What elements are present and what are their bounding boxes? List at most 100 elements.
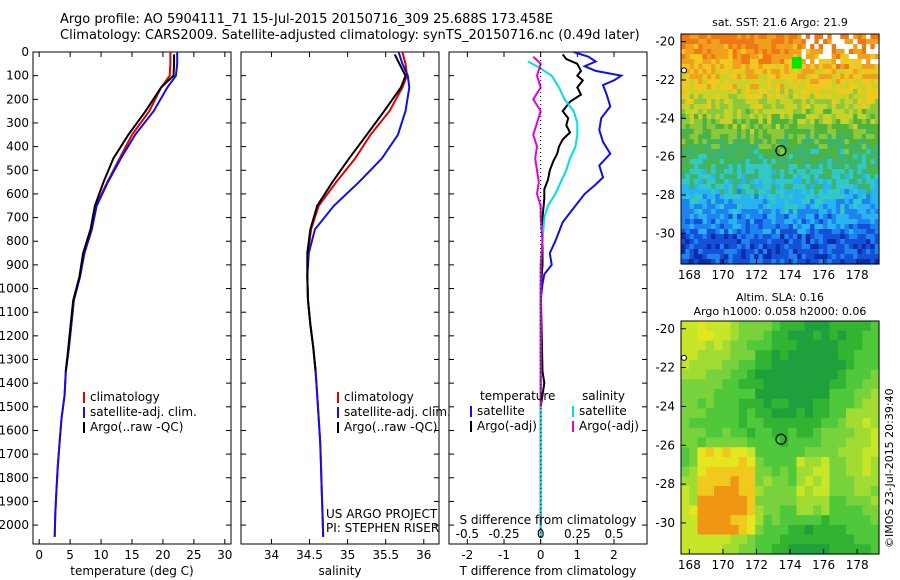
temperature-legend-label: climatology: [90, 390, 160, 404]
temperature-xtick-label: 30: [217, 548, 232, 562]
depth-tick-label: 800: [6, 234, 29, 248]
sla-map-edge-marker: [681, 354, 687, 361]
depth-tick-label: 600: [6, 187, 29, 201]
depth-tick-label: 1000: [0, 282, 29, 296]
salinity-xtick-label: 34.5: [296, 548, 323, 562]
difference-temp-legend-label: satellite: [477, 404, 525, 418]
pi-credit: PI: STEPHEN RISER: [326, 521, 440, 535]
salinity-xtick-label: 35.5: [372, 548, 399, 562]
depth-tick-label: 1600: [0, 423, 29, 437]
salinity-series-argo: [306, 53, 407, 372]
depth-tick-label: 1100: [0, 305, 29, 319]
temperature-xtick-label: 25: [186, 548, 201, 562]
temperature-xtick-label: 0: [35, 548, 43, 562]
salinity-xlabel: salinity: [318, 564, 361, 578]
sla-map-xtick-label: 178: [846, 558, 869, 572]
temperature-xtick-label: 10: [93, 548, 108, 562]
difference-series-sat_salinity: [527, 60, 579, 537]
depth-tick-label: 900: [6, 258, 29, 272]
sst-green-patch: [791, 57, 802, 69]
depth-tick-label: 100: [6, 69, 29, 83]
title-line-2: Climatology: CARS2009. Satellite-adjuste…: [60, 28, 640, 43]
imos-credit: ©IMOS 23-Jul-2015 20:39:40: [883, 388, 896, 548]
sst-map-xtick-label: 178: [846, 268, 869, 282]
temperature-legend-label: Argo(..raw -QC): [90, 420, 183, 434]
difference-s-tick-label: -0.25: [488, 527, 519, 541]
difference-series-argo_salinity: [532, 55, 544, 407]
sla-map-ytick-label: -24: [655, 399, 675, 413]
difference-s-tick-label: 0.25: [564, 527, 591, 541]
sst-map-edge-marker: [681, 67, 687, 74]
sst-map-title: sat. SST: 21.6 Argo: 21.9: [712, 16, 848, 29]
difference-xtick-label: -2: [461, 548, 473, 562]
difference-xlabel: T difference from climatology: [459, 564, 637, 578]
sla-map-ytick-label: -20: [655, 322, 675, 336]
sla-map-xtick-label: 174: [779, 558, 802, 572]
sst-map-xtick-label: 168: [678, 268, 701, 282]
sst-map-ytick-label: -30: [655, 226, 675, 240]
salinity-xtick-label: 36: [416, 548, 431, 562]
depth-tick-label: 700: [6, 211, 29, 225]
difference-s-tick-label: 0.5: [604, 527, 623, 541]
difference-series-satellite: [539, 51, 624, 537]
difference-xtick-label: 1: [574, 548, 582, 562]
depth-tick-label: 1900: [0, 494, 29, 508]
difference-xtick-label: 2: [610, 548, 618, 562]
salinity-legend-label: satellite-adj. clim.: [344, 405, 451, 419]
salinity-xtick-label: 34: [264, 548, 279, 562]
sst-map-ytick-label: -26: [655, 150, 675, 164]
difference-s-tick-label: -0.5: [456, 527, 479, 541]
title-line-1: Argo profile: AO 5904111_71 15-Jul-2015 …: [60, 12, 554, 27]
sla-map: 168 170 172 174 176 178 -20 -22 -24 -26 -28 -30: [655, 320, 880, 572]
difference-xlabel-top: S difference from climatology: [460, 513, 637, 527]
sla-map-frame: [680, 320, 880, 555]
difference-xtick-label: 0: [537, 548, 545, 562]
sst-map-xtick-label: 170: [711, 268, 734, 282]
difference-frame: [448, 51, 648, 545]
depth-tick-label: 300: [6, 116, 29, 130]
temperature-xtick-label: 20: [155, 548, 170, 562]
diff-legend-title-temp: temperature: [480, 389, 555, 403]
depth-tick-label: 1500: [0, 400, 29, 414]
temperature-legend-label: satellite-adj. clim.: [90, 405, 197, 419]
difference-xtick-label: -1: [498, 548, 510, 562]
temperature-xtick-label: 5: [66, 548, 74, 562]
sst-map-xtick-label: 176: [812, 268, 835, 282]
sla-map-argo-marker: [775, 433, 787, 445]
depth-tick-label: 1300: [0, 353, 29, 367]
depth-tick-label: 400: [6, 140, 29, 154]
sst-map-xtick-label: 174: [779, 268, 802, 282]
depth-tick-label: 200: [6, 92, 29, 106]
salinity-xtick-label: 35: [340, 548, 355, 562]
sla-map-xtick-label: 176: [812, 558, 835, 572]
difference-sal-legend-label: Argo(-adj): [579, 419, 639, 433]
depth-tick-label: 500: [6, 163, 29, 177]
temperature-series-argo: [64, 54, 176, 372]
sla-map-subtitle: Argo h1000: 0.058 h2000: 0.06: [694, 305, 867, 318]
sst-map-cells: [681, 34, 880, 265]
difference-panel: -2 -1 0 1 2 T difference from climatology S di…: [448, 51, 648, 578]
depth-tick-label: 1400: [0, 376, 29, 390]
sst-map-argo-marker: [775, 145, 787, 157]
depth-tick-label: 1800: [0, 471, 29, 485]
sla-map-xtick-label: 168: [678, 558, 701, 572]
depth-tick-label: 1700: [0, 447, 29, 461]
sla-map-cells: [681, 321, 880, 555]
sla-map-ytick-label: -26: [655, 438, 675, 452]
sst-map: 168 170 172 174 176 178 -20 -22 -24 -26 -28 -30: [655, 33, 880, 282]
temperature-frame: [32, 51, 232, 545]
depth-tick-label: 1200: [0, 329, 29, 343]
sst-map-ytick-label: -20: [655, 35, 675, 49]
sst-map-ytick-label: -24: [655, 111, 675, 125]
sla-map-ytick-label: -22: [655, 361, 675, 375]
sla-map-title: Altim. SLA: 0.16: [736, 291, 824, 304]
sst-map-ytick-label: -28: [655, 188, 675, 202]
sla-map-ytick-label: -30: [655, 516, 675, 530]
temperature-panel: 0 5 10 15 20 25 300100200300400500600700800900…: [0, 45, 232, 578]
depth-tick-label: 0: [21, 45, 29, 59]
salinity-frame: [240, 51, 440, 545]
sla-map-xtick-label: 172: [745, 558, 768, 572]
sst-map-frame: [680, 33, 880, 265]
salinity-legend-label: climatology: [344, 390, 414, 404]
